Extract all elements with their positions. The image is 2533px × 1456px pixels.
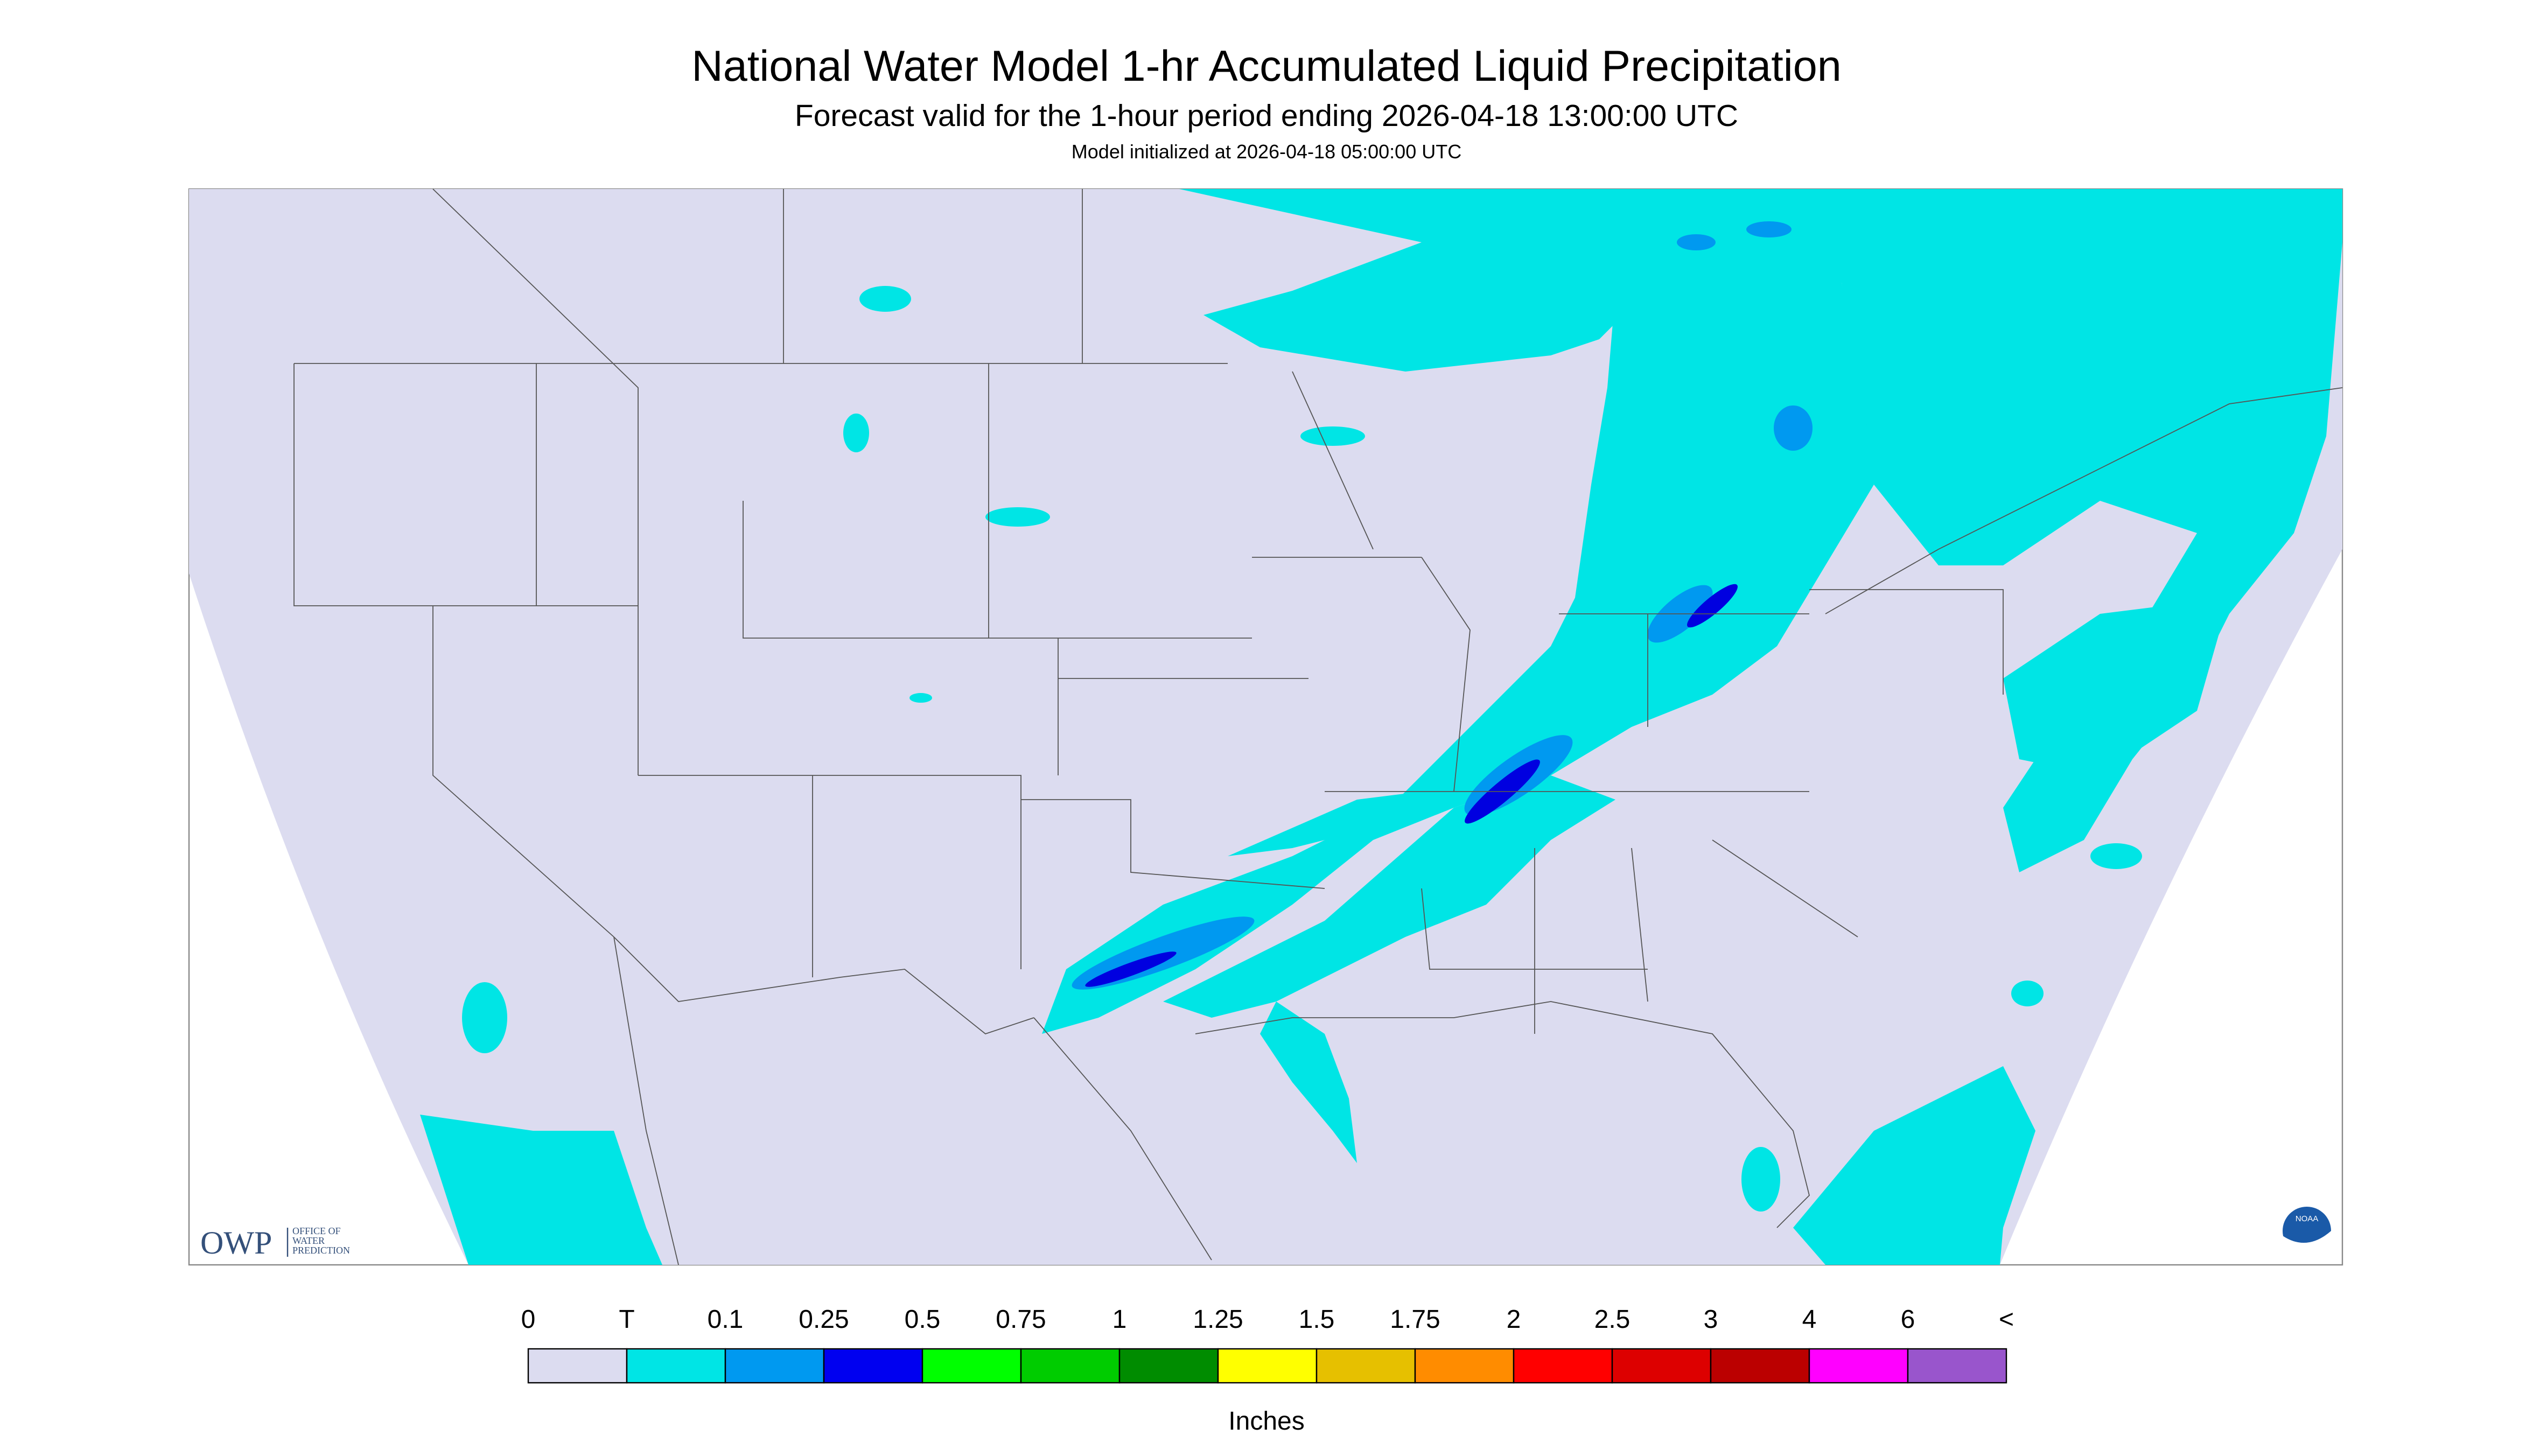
legend-label: 1.25	[1193, 1305, 1243, 1334]
legend-swatch	[1316, 1348, 1416, 1384]
legend-swatch	[921, 1348, 1022, 1384]
logo-line: WATER	[292, 1235, 325, 1246]
noaa-logo: NOAA	[2283, 1207, 2332, 1258]
legend-label: 1	[1112, 1305, 1127, 1334]
legend-swatch	[1217, 1348, 1318, 1384]
precip	[420, 189, 2342, 1265]
legend-label: 4	[1802, 1305, 1817, 1334]
map: OWP OFFICE OF WATER PREDICTION NOAA	[188, 188, 2343, 1266]
logo-name: OWP	[200, 1225, 272, 1261]
legend-swatch	[1513, 1348, 1613, 1384]
noaa-text: NOAA	[2296, 1214, 2319, 1223]
legend-label: 0.5	[905, 1305, 941, 1334]
legend-label: 2.5	[1594, 1305, 1631, 1334]
legend-label: 1.75	[1390, 1305, 1440, 1334]
legend-label: 0.25	[799, 1305, 849, 1334]
legend-swatch	[823, 1348, 923, 1384]
legend-label: <	[1999, 1305, 2014, 1334]
noaa-wave	[2283, 1231, 2332, 1258]
legend-swatch	[1020, 1348, 1121, 1384]
legend-swatch	[626, 1348, 726, 1384]
legend-label: 0.75	[996, 1305, 1046, 1334]
legend-label: 0	[521, 1305, 536, 1334]
title: National Water Model 1-hr Accumulated Li…	[691, 42, 1842, 90]
logo-line: OFFICE OF	[292, 1226, 341, 1236]
owp-logo: OWP OFFICE OF WATER PREDICTION	[200, 1225, 350, 1261]
legend-swatch	[1118, 1348, 1219, 1384]
init-time: Model initialized at 2026-04-18 05:00:00…	[1072, 141, 1461, 163]
legend-swatch	[1808, 1348, 1909, 1384]
legend-label: 6	[1901, 1305, 1915, 1334]
legend-units: Inches	[1228, 1407, 1304, 1436]
legend-label: 1.5	[1299, 1305, 1335, 1334]
legend-swatch	[1710, 1348, 1810, 1384]
legend-swatch	[1414, 1348, 1515, 1384]
state-boundaries	[293, 188, 2343, 1265]
legend-swatch	[724, 1348, 825, 1384]
logo-line: PREDICTION	[292, 1245, 350, 1256]
legend-label: 2	[1507, 1305, 1521, 1334]
legend-swatch	[527, 1348, 628, 1384]
legend-label: 3	[1704, 1305, 1718, 1334]
legend: 0 T 0.1 0.25 0.5 0.75 1 1.25 1.5 1.75 2 2.5 3 4 6 <	[521, 1305, 2014, 1384]
legend-swatch	[1611, 1348, 1712, 1384]
legend-label: T	[619, 1305, 634, 1334]
legend-label: 0.1	[708, 1305, 744, 1334]
subtitle: Forecast valid for the 1-hour period end…	[795, 99, 1738, 133]
legend-swatch	[1907, 1348, 2007, 1384]
